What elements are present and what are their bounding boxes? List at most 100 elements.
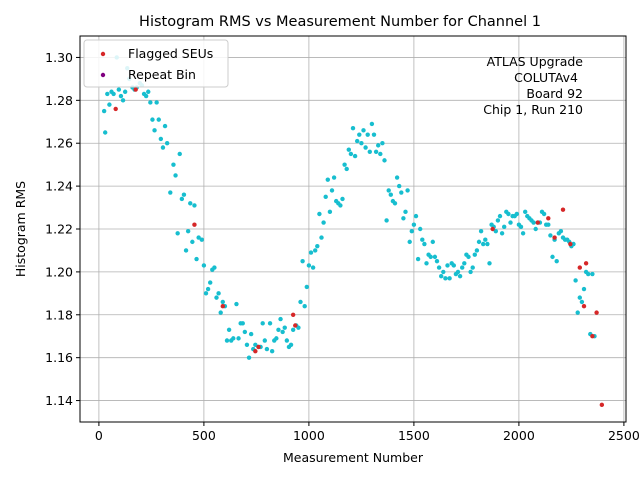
point [397, 183, 402, 189]
point [478, 228, 484, 234]
point [304, 284, 309, 290]
point [466, 254, 471, 260]
point [325, 177, 330, 182]
point [183, 248, 189, 253]
point [348, 151, 354, 157]
point [445, 263, 450, 268]
point [310, 265, 316, 270]
x-tick-label: 1000 [293, 428, 325, 443]
point [185, 228, 191, 234]
point [244, 342, 250, 347]
y-tick-label: 1.14 [45, 393, 73, 408]
point [499, 231, 505, 236]
point [208, 280, 213, 285]
point [116, 87, 122, 92]
point [192, 203, 197, 208]
point [518, 224, 524, 230]
point [122, 89, 128, 94]
point [267, 321, 273, 326]
point [269, 349, 275, 354]
point [308, 250, 314, 255]
point [413, 213, 419, 219]
point [276, 327, 281, 332]
grid [80, 36, 626, 422]
point [533, 226, 538, 232]
point [380, 141, 385, 146]
point [226, 327, 232, 332]
point [120, 98, 126, 103]
point [329, 188, 335, 193]
point [262, 338, 267, 343]
point [154, 100, 159, 105]
point [199, 237, 204, 242]
point [274, 336, 279, 341]
point [148, 100, 153, 105]
point [531, 220, 536, 225]
point [394, 175, 400, 180]
point [590, 271, 595, 277]
x-tick-label: 1500 [398, 428, 430, 443]
point [282, 325, 287, 330]
point [177, 151, 182, 157]
point [418, 226, 423, 232]
flagged-seu-point [546, 216, 551, 221]
point [190, 239, 195, 245]
point [363, 145, 368, 150]
point [242, 329, 248, 335]
point [236, 336, 241, 341]
point [476, 239, 482, 245]
point [338, 203, 343, 208]
point [319, 235, 324, 240]
point [586, 271, 591, 277]
legend-box [83, 39, 229, 88]
point [388, 192, 393, 197]
point [231, 336, 236, 341]
flagged-seu-point [581, 304, 587, 309]
point [432, 254, 438, 260]
point [546, 222, 551, 227]
point [203, 291, 209, 296]
point [118, 93, 124, 99]
point [434, 258, 440, 264]
point [298, 299, 303, 305]
point [550, 254, 555, 260]
flagged-seu-point [290, 312, 296, 317]
point [212, 265, 217, 270]
point [216, 291, 221, 296]
point [146, 89, 151, 94]
point [376, 143, 381, 148]
y-tick-label: 1.20 [45, 264, 73, 279]
point [420, 237, 425, 242]
point [506, 211, 511, 217]
point [179, 196, 185, 202]
point [514, 211, 519, 217]
point [317, 211, 322, 217]
flagged-seu-point [560, 207, 566, 212]
point [508, 220, 513, 225]
flagged-seu-point [535, 220, 540, 225]
y-axis-label: Histogram RMS [13, 181, 28, 277]
point [280, 329, 285, 335]
point [160, 145, 166, 150]
point [378, 151, 383, 157]
y-tick-label: 1.22 [45, 222, 73, 237]
point [483, 237, 488, 242]
flagged-seu-point [253, 349, 258, 354]
point [468, 269, 473, 275]
point [105, 91, 110, 97]
point [313, 248, 318, 253]
point [487, 261, 492, 266]
flagged-seu-point [583, 261, 589, 266]
point [152, 128, 157, 133]
point [234, 301, 239, 307]
point [411, 222, 417, 227]
legend-label-repeat: Repeat Bin [128, 67, 196, 82]
point [443, 276, 448, 281]
flagged-seu-point [590, 334, 595, 339]
point [575, 310, 580, 315]
x-tick-label: 0 [95, 428, 103, 443]
point [107, 102, 112, 107]
point [399, 190, 404, 195]
point [472, 252, 477, 257]
point [175, 231, 180, 236]
